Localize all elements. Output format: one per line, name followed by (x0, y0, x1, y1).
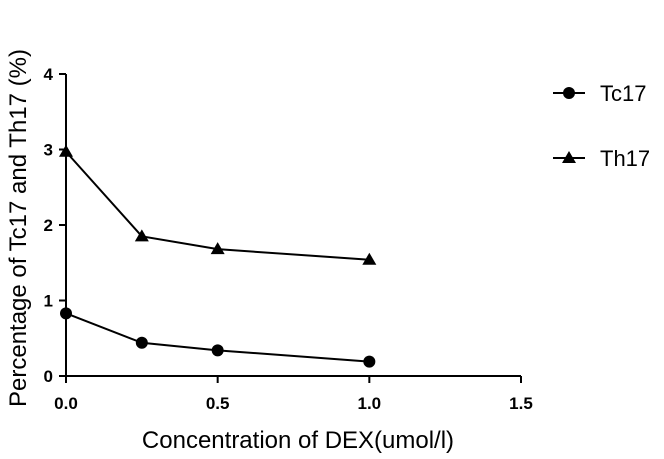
legend-th17-label: Th17 (600, 146, 650, 171)
y-tick-label: 3 (44, 141, 53, 160)
y-axis-title: Percentage of Tc17 and Th17 (%) (5, 49, 32, 407)
data-point-tc17 (60, 307, 72, 320)
y-tick-label: 2 (44, 216, 53, 235)
data-point-th17 (134, 229, 149, 242)
legend: Tc17 Th17 (553, 81, 650, 171)
y-tick-label: 1 (44, 292, 53, 311)
legend-item-th17: Th17 (553, 146, 650, 171)
legend-tc17-marker (563, 87, 575, 99)
x-tick-label: 0.0 (54, 394, 78, 413)
x-axis-title: Concentration of DEX(umol/l) (142, 427, 454, 454)
data-point-tc17 (363, 355, 376, 368)
data-point-th17 (210, 242, 225, 255)
legend-th17-marker (562, 151, 576, 163)
series-line-th17 (65, 151, 370, 261)
series-layer (59, 144, 377, 368)
y-tick-label: 4 (44, 65, 54, 84)
legend-item-tc17: Tc17 (553, 81, 646, 106)
legend-tc17-label: Tc17 (600, 81, 646, 106)
x-tick-label: 0.5 (206, 394, 230, 413)
x-ticks: 0.0 0.5 1.0 1.5 (54, 376, 533, 413)
data-point-th17 (59, 144, 73, 157)
data-point-tc17 (135, 336, 148, 349)
data-point-th17 (362, 252, 377, 265)
x-tick-label: 1.0 (358, 394, 382, 413)
y-ticks: 0 1 2 3 4 (44, 65, 66, 386)
y-tick-label: 0 (44, 367, 53, 386)
data-point-tc17 (211, 344, 224, 357)
series-line-tc17 (65, 312, 370, 363)
x-tick-label: 1.5 (509, 394, 533, 413)
